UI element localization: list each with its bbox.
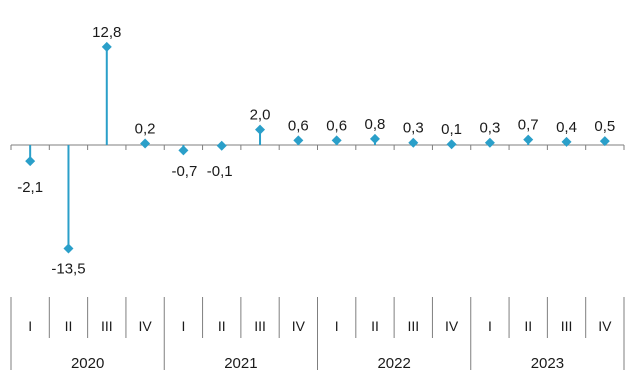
quarter-tick-label: IV xyxy=(445,318,459,334)
quarter-tick-label: III xyxy=(254,318,266,334)
axis-tick-group xyxy=(10,145,625,150)
quarter-tick-label: II xyxy=(524,318,532,334)
data-label: 0,2 xyxy=(135,120,156,137)
data-point-marker xyxy=(25,156,36,167)
data-label: -2,1 xyxy=(17,179,43,196)
quarter-tick-label: III xyxy=(101,318,113,334)
data-label: 0,1 xyxy=(441,121,462,138)
data-point-marker xyxy=(63,243,74,254)
quarter-tick-label: II xyxy=(218,318,226,334)
data-point-marker xyxy=(140,138,151,149)
quarter-tick-label: IV xyxy=(292,318,306,334)
data-label: 0,6 xyxy=(326,117,347,134)
data-point-marker xyxy=(599,136,610,147)
quarter-tick-label: II xyxy=(65,318,73,334)
marker-group xyxy=(25,41,610,254)
data-label: 12,8 xyxy=(92,24,121,41)
data-label: 0,5 xyxy=(594,118,615,135)
data-point-marker xyxy=(255,124,266,135)
data-label: 0,3 xyxy=(479,120,500,137)
data-label: -13,5 xyxy=(51,261,85,278)
data-label: 0,6 xyxy=(288,117,309,134)
quarter-tick-label: III xyxy=(561,318,573,334)
data-point-marker xyxy=(293,135,304,146)
quarter-tick-label: I xyxy=(335,318,339,334)
data-point-marker xyxy=(484,137,495,148)
data-label-group: -2,1 -13,5 12,8 0,2 -0,7 -0,1 2,0 0,6 0,6 0,8 0,3 0… xyxy=(17,24,615,278)
year-tick-label: 2022 xyxy=(377,355,410,370)
data-point-marker xyxy=(561,136,572,147)
quarter-tick-label: I xyxy=(181,318,185,334)
data-label: 0,8 xyxy=(365,116,386,133)
data-label: 0,4 xyxy=(556,119,577,136)
data-point-marker xyxy=(101,41,112,52)
data-point-marker xyxy=(369,133,380,144)
data-point-marker xyxy=(216,140,227,151)
quarter-tick-label: III xyxy=(407,318,419,334)
quarter-tick-label: IV xyxy=(138,318,152,334)
year-tick-label: 2023 xyxy=(531,355,564,370)
year-tick-label: 2021 xyxy=(224,355,257,370)
quarter-tick-label: I xyxy=(28,318,32,334)
data-point-marker xyxy=(408,137,419,148)
data-point-marker xyxy=(178,145,189,156)
data-label: -0,1 xyxy=(207,163,233,180)
data-point-marker xyxy=(446,139,457,150)
data-label: -0,7 xyxy=(171,163,197,180)
data-point-marker xyxy=(331,135,342,146)
quarter-tick-label: IV xyxy=(598,318,612,334)
year-tick-label: 2020 xyxy=(71,355,104,370)
data-point-marker xyxy=(523,134,534,145)
quarter-tick-label: I xyxy=(488,318,492,334)
data-label: 0,7 xyxy=(518,117,539,134)
quarter-tick-label: II xyxy=(371,318,379,334)
data-label: 0,3 xyxy=(403,120,424,137)
data-label: 2,0 xyxy=(250,107,271,124)
